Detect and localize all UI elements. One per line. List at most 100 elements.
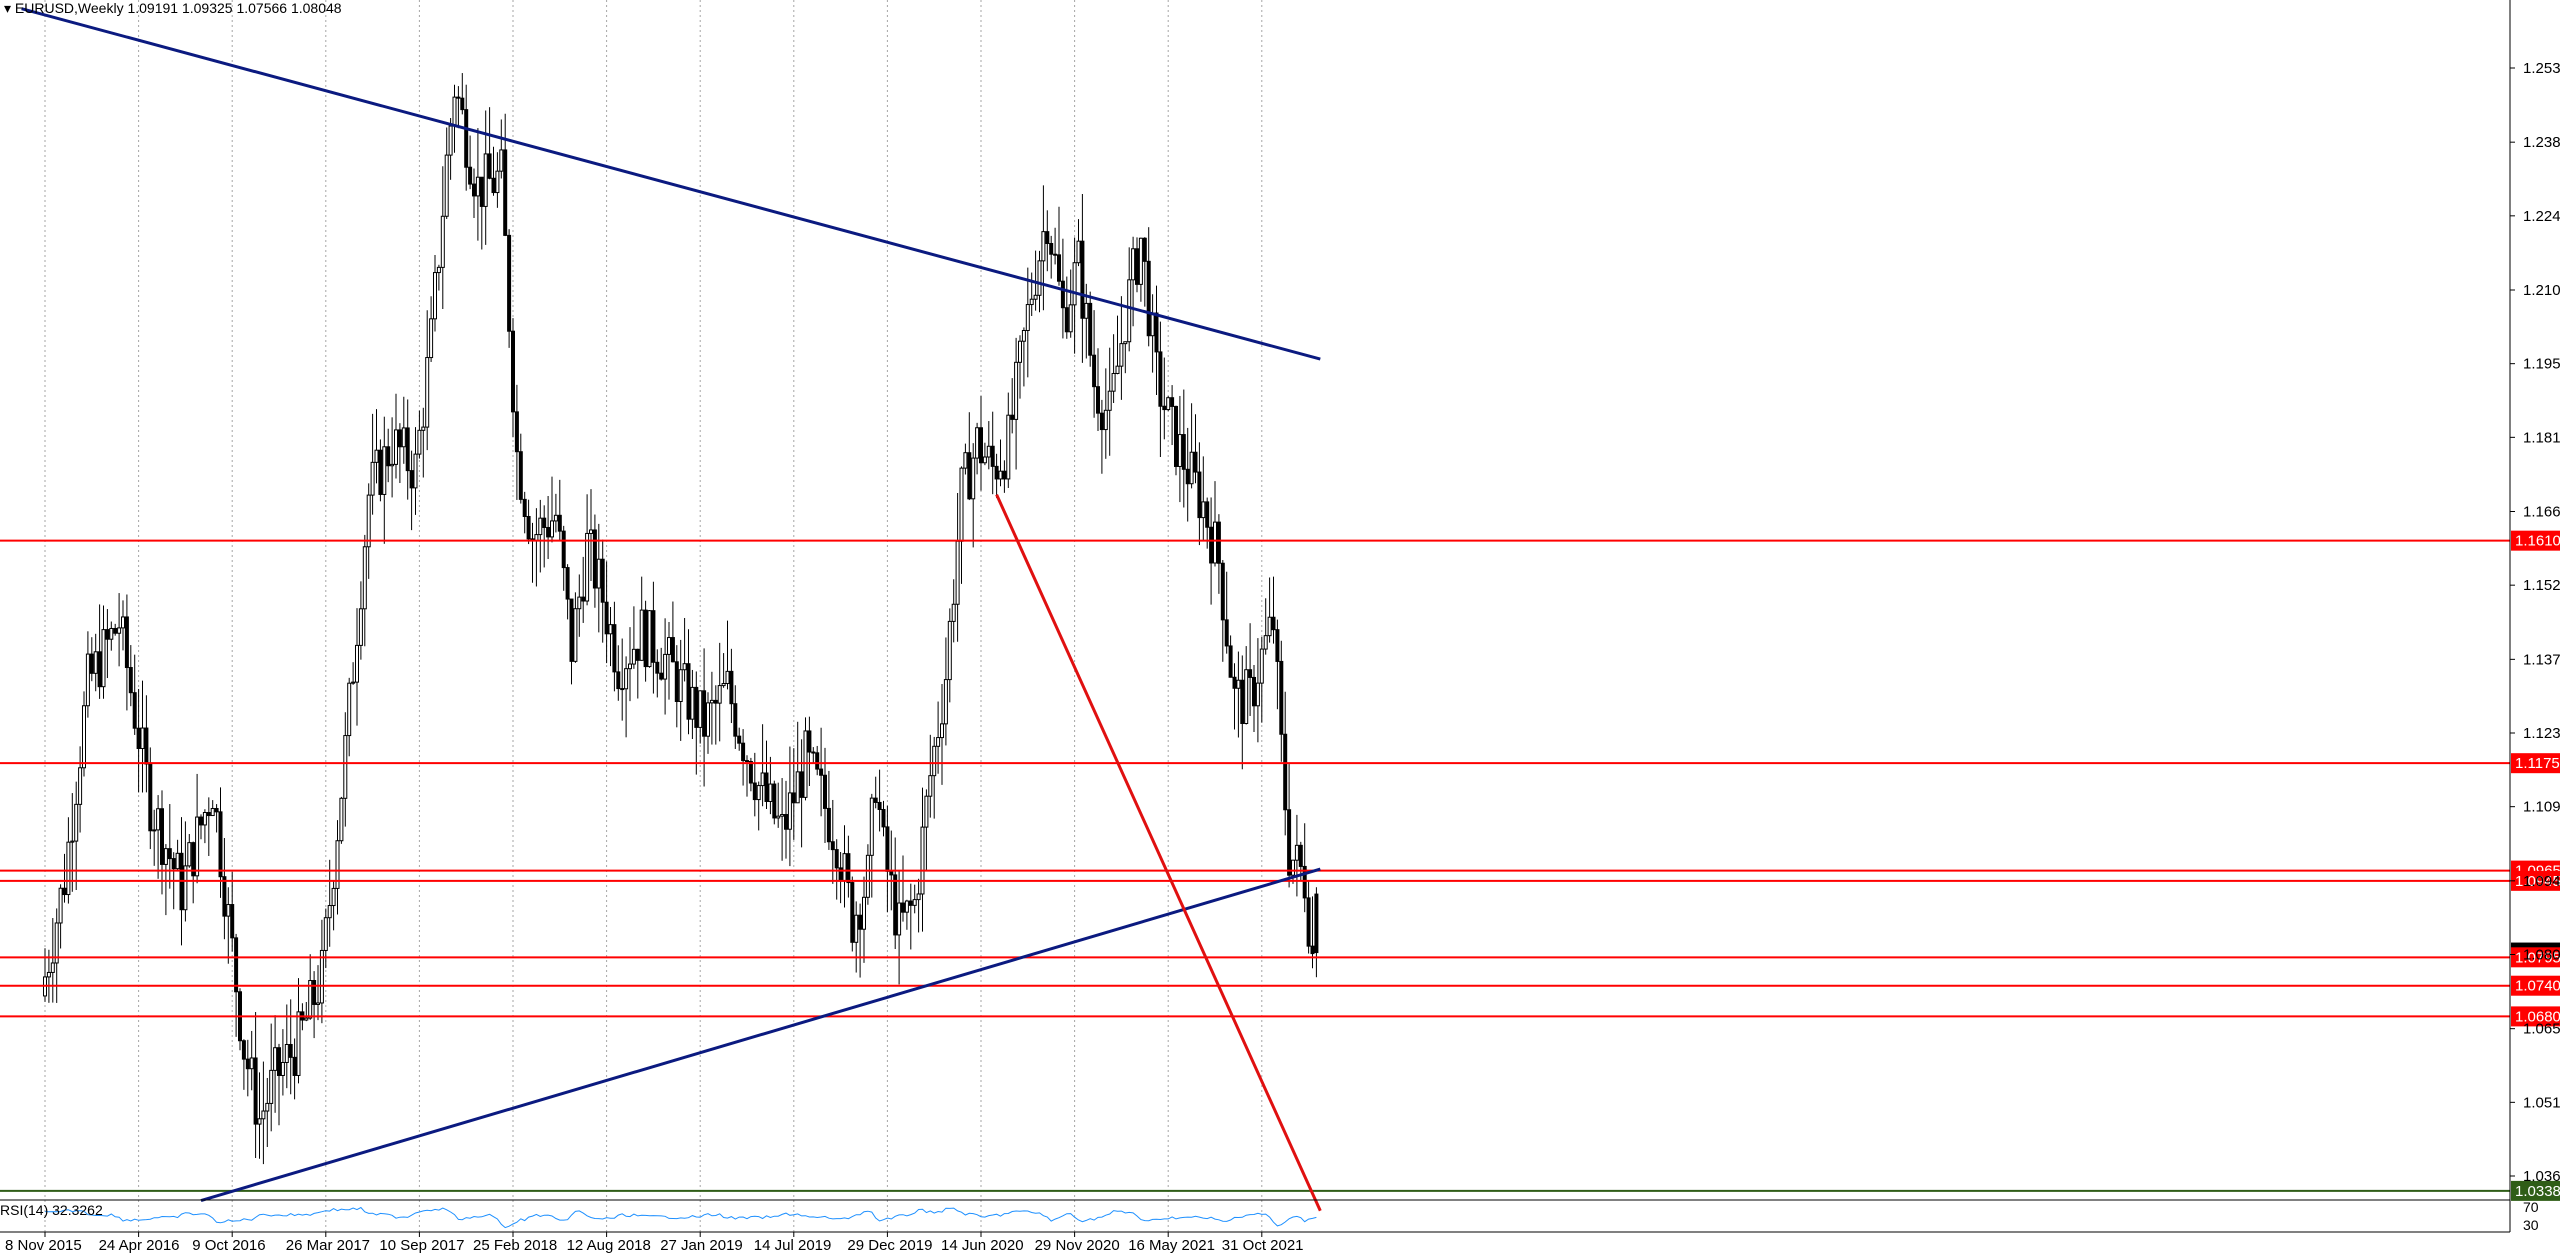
candle-body [1029, 298, 1034, 306]
candle-body [1244, 669, 1249, 724]
candle-body [998, 470, 1003, 480]
rsi-indicator-label: RSI(14) 32.3262 [0, 1202, 103, 1218]
candle-body [932, 745, 937, 777]
candle-body [862, 896, 866, 930]
time-tick-label: 26 Mar 2017 [286, 1237, 370, 1254]
candle-body [678, 669, 683, 702]
time-tick-label: 12 Aug 2018 [567, 1237, 651, 1254]
candle-body [132, 692, 137, 729]
candle-body [1294, 844, 1299, 861]
candle-body [670, 637, 675, 663]
rsi-level-label: 30 [2523, 1217, 2539, 1233]
candle-body [729, 670, 734, 705]
candle-body [85, 653, 90, 707]
candle-body [908, 900, 913, 906]
candle-body [1220, 562, 1225, 621]
candle-body [1306, 897, 1311, 947]
candle-body [865, 854, 870, 898]
rsi-level-label: 70 [2523, 1199, 2539, 1215]
candle-body [444, 154, 449, 217]
candle-body [1088, 302, 1093, 356]
candle-body [928, 775, 933, 797]
candle-body [1170, 397, 1175, 407]
price-tick-label: 1.21000 [2523, 282, 2560, 299]
candle-body [881, 808, 886, 828]
candle-body [877, 801, 882, 810]
candle-body [148, 763, 153, 832]
price-label-box [2511, 1006, 2560, 1027]
candle-body [378, 449, 383, 495]
candle-body [624, 668, 629, 690]
candle-body [261, 1110, 266, 1120]
candle-body [787, 792, 792, 830]
candle-body [210, 808, 215, 817]
candle-body [312, 980, 317, 1005]
candle-body [1181, 434, 1186, 470]
candle-body [589, 529, 593, 534]
candle-body [1209, 526, 1214, 564]
candle-body [600, 558, 605, 603]
candle-body [850, 882, 855, 943]
candle-body [382, 446, 387, 495]
candle-body [109, 627, 114, 640]
candle-body [1298, 844, 1303, 867]
candle-body [117, 627, 122, 634]
candle-body [1189, 451, 1194, 485]
candle-body [1224, 619, 1229, 647]
candle-body [1041, 231, 1046, 262]
time-tick-label: 29 Dec 2019 [847, 1237, 932, 1254]
candle-body [947, 620, 952, 681]
candle-body [924, 795, 929, 828]
candle-body [417, 429, 422, 455]
candle-body [604, 601, 609, 635]
candle-body [319, 949, 324, 1004]
candle-body [1142, 237, 1147, 262]
candle-body [144, 727, 149, 765]
candle-body [581, 596, 586, 602]
candle-body [421, 426, 426, 431]
candle-body [1006, 414, 1011, 480]
candle-body [167, 848, 172, 860]
candle-body [1049, 242, 1054, 255]
candle-body [280, 1061, 285, 1076]
candle-body [183, 865, 188, 911]
price-label: 1.09450 [2515, 873, 2560, 890]
candle-body [721, 683, 726, 687]
candle-body [936, 737, 941, 747]
drawn-objects[interactable] [0, 7, 2510, 1212]
candle-body [1107, 390, 1112, 411]
candle-body [858, 914, 863, 930]
candle-body [659, 672, 664, 680]
candle-body [507, 234, 512, 332]
candle-body [199, 816, 203, 826]
candle-body [592, 529, 597, 589]
candle-body [362, 546, 367, 610]
candle-body [358, 608, 363, 646]
candle-body [663, 653, 668, 680]
candle-body [160, 808, 164, 865]
candle-body [257, 1118, 262, 1125]
candle-body [468, 166, 473, 185]
candle-body [1263, 635, 1268, 650]
price-tick-label: 1.10900 [2523, 799, 2560, 816]
candle-body [1154, 312, 1159, 353]
candle-body [912, 899, 917, 906]
candle-body [50, 962, 55, 973]
candle-body [475, 176, 480, 197]
candle-body [397, 429, 402, 448]
candle-body [561, 530, 566, 569]
candle-body [990, 445, 995, 467]
price-tick-label: 1.12340 [2523, 725, 2560, 742]
rsi-line [44, 1206, 1317, 1229]
candle-body [585, 532, 590, 602]
grid [44, 0, 1263, 1232]
candle-body [440, 215, 445, 268]
candle-body [1021, 329, 1026, 342]
candle-body [1177, 434, 1182, 467]
candle-body [206, 811, 211, 817]
candle-body [967, 452, 972, 500]
candle-body [1283, 733, 1288, 811]
candle-body [1213, 521, 1217, 564]
